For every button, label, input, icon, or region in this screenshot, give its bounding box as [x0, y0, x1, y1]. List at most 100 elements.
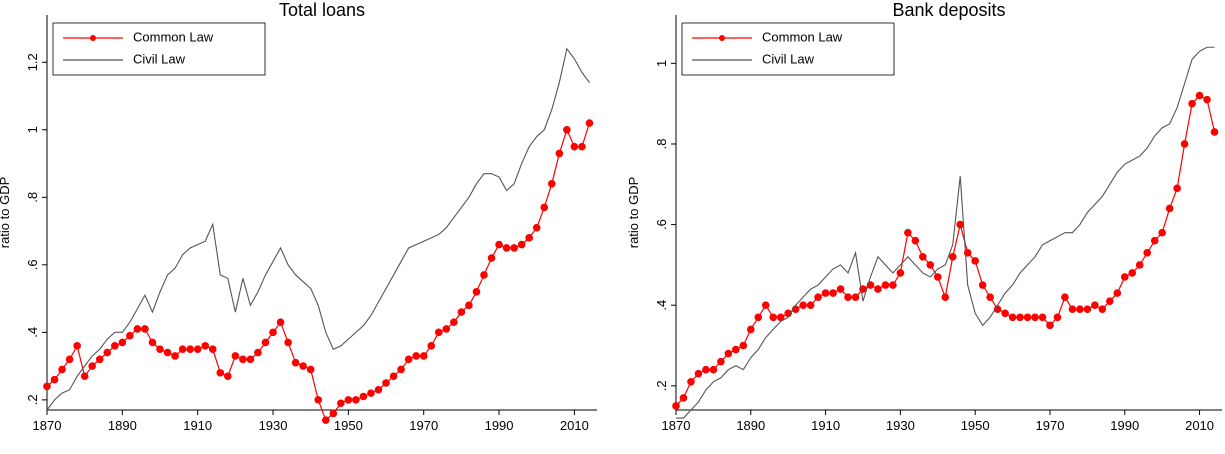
series-marker	[434, 328, 443, 337]
series-marker	[1195, 91, 1204, 100]
series-marker	[540, 203, 549, 212]
x-tick-label: 2010	[560, 418, 589, 433]
y-axis-label: ratio to GDP	[626, 177, 641, 249]
series-marker	[547, 180, 556, 188]
series-marker	[1203, 95, 1211, 104]
series-marker	[724, 349, 733, 358]
series-marker	[1076, 305, 1084, 314]
series-marker	[118, 338, 127, 347]
series-marker	[1001, 309, 1009, 318]
series-marker	[269, 328, 277, 337]
x-tick-label: 1950	[961, 418, 990, 433]
legend-label: Common Law	[133, 29, 214, 44]
series-marker	[457, 308, 466, 316]
series-marker	[502, 244, 511, 252]
series-marker	[352, 396, 360, 404]
y-tick-label: .2	[25, 394, 40, 405]
series-marker	[851, 293, 860, 301]
series-marker	[761, 301, 770, 310]
series-marker	[672, 402, 680, 410]
series-marker	[427, 342, 436, 350]
y-axis-label: ratio to GDP	[0, 177, 12, 249]
x-tick-label: 1970	[409, 418, 438, 433]
series-marker	[948, 253, 957, 261]
series-line	[675, 94, 1216, 407]
series-marker	[956, 220, 965, 229]
chart-title: Total loans	[279, 0, 365, 20]
series-marker	[487, 254, 496, 262]
series-marker	[389, 372, 398, 381]
series-marker	[510, 244, 518, 252]
series-marker	[1158, 228, 1166, 237]
series-marker	[1165, 204, 1174, 213]
x-tick-label: 1890	[108, 418, 137, 433]
series-marker	[904, 228, 912, 237]
series-marker	[465, 301, 473, 310]
panel: Bank deposits ratio to GDP .2 .4 .6 .8 1 1870 18…	[626, 0, 1222, 433]
x-tick-label: 1910	[811, 418, 840, 433]
x-tick-label: 1870	[33, 418, 62, 433]
series-marker	[1113, 289, 1122, 297]
series-marker	[836, 285, 845, 293]
series-marker	[299, 362, 307, 370]
series-marker	[896, 269, 905, 277]
y-tick-label: 1.2	[25, 53, 40, 71]
series-marker	[829, 289, 837, 297]
series-marker	[239, 355, 247, 364]
series-marker	[563, 125, 571, 134]
series-marker	[1061, 293, 1069, 301]
series-marker	[555, 149, 564, 158]
series-marker	[193, 345, 202, 354]
series-marker	[844, 293, 852, 301]
y-tick-label: .4	[654, 300, 669, 311]
series-marker	[216, 369, 225, 377]
series-marker	[1083, 305, 1092, 314]
series-line	[676, 46, 1215, 419]
legend-box	[681, 22, 895, 76]
series-marker	[1068, 305, 1077, 314]
x-tick-label: 1890	[736, 418, 765, 433]
series-marker	[1008, 313, 1017, 322]
y-tick-label: .2	[654, 380, 669, 391]
series-marker	[374, 385, 383, 394]
y-tick-label: .6	[654, 219, 669, 230]
series-marker	[1210, 128, 1219, 136]
series-marker	[1188, 99, 1196, 108]
series-marker	[1150, 236, 1159, 245]
series-marker	[679, 394, 688, 402]
series-marker	[1135, 261, 1144, 269]
series-marker	[58, 365, 66, 374]
series-marker	[208, 345, 217, 354]
series-marker	[1031, 313, 1039, 322]
series-marker	[261, 338, 270, 347]
chart-title: Bank deposits	[892, 0, 1005, 20]
series-marker	[419, 352, 428, 360]
series-marker	[1106, 297, 1114, 305]
series-marker	[367, 389, 375, 397]
legend-marker	[90, 35, 96, 41]
series-marker	[88, 362, 97, 370]
series-marker	[284, 338, 292, 347]
x-tick-label: 1970	[1036, 418, 1065, 433]
series-marker	[201, 342, 210, 350]
series-marker	[776, 313, 785, 322]
y-tick-label: 1	[25, 126, 40, 133]
series-marker	[80, 372, 89, 381]
y-tick-label: .4	[25, 327, 40, 338]
series-marker	[321, 416, 330, 424]
series-marker	[43, 382, 51, 391]
series-marker	[291, 358, 300, 367]
series-marker	[337, 399, 345, 408]
series-marker	[442, 325, 451, 333]
series-marker	[344, 396, 353, 404]
series-marker	[821, 289, 830, 297]
series-marker	[570, 142, 579, 151]
series-marker	[472, 288, 481, 296]
legend-marker	[719, 35, 725, 41]
series-marker	[480, 271, 488, 279]
series-marker	[919, 253, 927, 261]
series-line	[46, 122, 591, 422]
x-tick-label: 2010	[1185, 418, 1214, 433]
legend-label: Civil Law	[762, 51, 815, 66]
